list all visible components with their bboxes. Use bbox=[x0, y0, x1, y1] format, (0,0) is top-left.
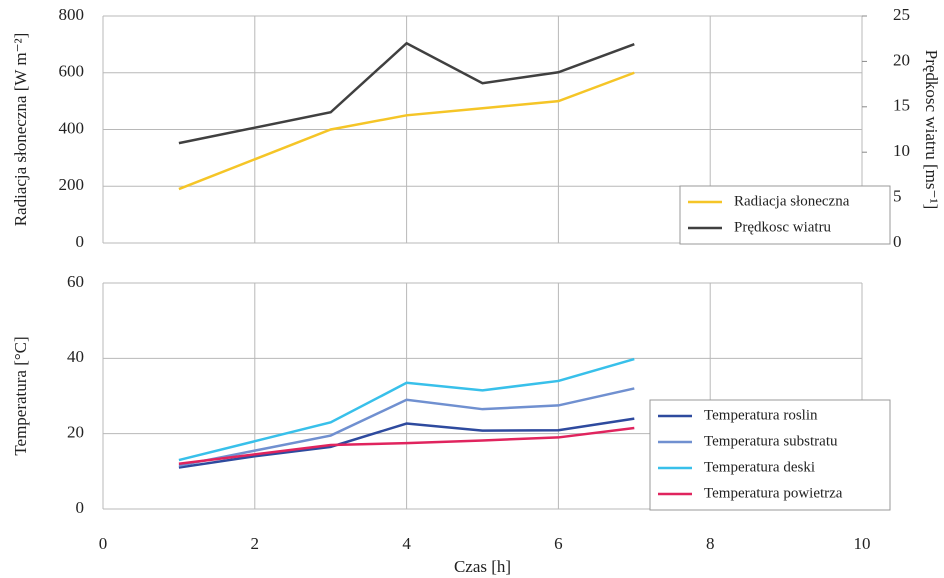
series-line bbox=[178, 357, 635, 462]
y2-tick-label: 10 bbox=[893, 141, 910, 160]
y-tick-label: 200 bbox=[59, 175, 85, 194]
x-tick-label: 2 bbox=[251, 534, 260, 553]
x-tick-label: 10 bbox=[854, 534, 871, 553]
x-tick-label: 0 bbox=[99, 534, 108, 553]
y-tick-label: 0 bbox=[76, 498, 85, 517]
y2-tick-label: 25 bbox=[893, 5, 910, 24]
y-tick-label: 40 bbox=[67, 347, 84, 366]
y2-axis-label: Prędkosc wiatru [ms⁻¹] bbox=[922, 50, 941, 209]
legend-label: Temperatura substratu bbox=[704, 433, 838, 449]
x-tick-label: 6 bbox=[554, 534, 563, 553]
y-axis-label: Radiacja słoneczna [W m⁻²] bbox=[11, 33, 30, 227]
legend-label: Temperatura powietrza bbox=[704, 485, 843, 501]
legend-label: Prędkosc wiatru bbox=[734, 219, 832, 235]
y-tick-label: 800 bbox=[59, 5, 85, 24]
legend-label: Temperatura deski bbox=[704, 459, 815, 475]
legend-box bbox=[679, 185, 891, 245]
y-tick-label: 400 bbox=[59, 118, 85, 137]
y-tick-label: 60 bbox=[67, 272, 84, 291]
series-line bbox=[178, 41, 635, 145]
legend-box bbox=[649, 399, 891, 511]
series-line bbox=[178, 71, 635, 191]
x-tick-label: 4 bbox=[402, 534, 411, 553]
series-line bbox=[178, 417, 635, 469]
y-tick-label: 600 bbox=[59, 62, 85, 81]
series-line bbox=[178, 426, 635, 466]
x-axis-label: Czas [h] bbox=[454, 557, 511, 576]
y2-tick-label: 5 bbox=[893, 187, 902, 206]
y-axis-label: Temperatura [°C] bbox=[11, 336, 30, 455]
x-tick-label: 8 bbox=[706, 534, 715, 553]
y2-tick-label: 20 bbox=[893, 50, 910, 69]
y2-tick-label: 15 bbox=[893, 96, 910, 115]
y-tick-label: 0 bbox=[76, 232, 85, 251]
legend-label: Temperatura roslin bbox=[704, 407, 818, 423]
legend-label: Radiacja słoneczna bbox=[734, 193, 850, 209]
y2-tick-label: 0 bbox=[893, 232, 902, 251]
y-tick-label: 20 bbox=[67, 423, 84, 442]
series-line bbox=[178, 387, 635, 467]
